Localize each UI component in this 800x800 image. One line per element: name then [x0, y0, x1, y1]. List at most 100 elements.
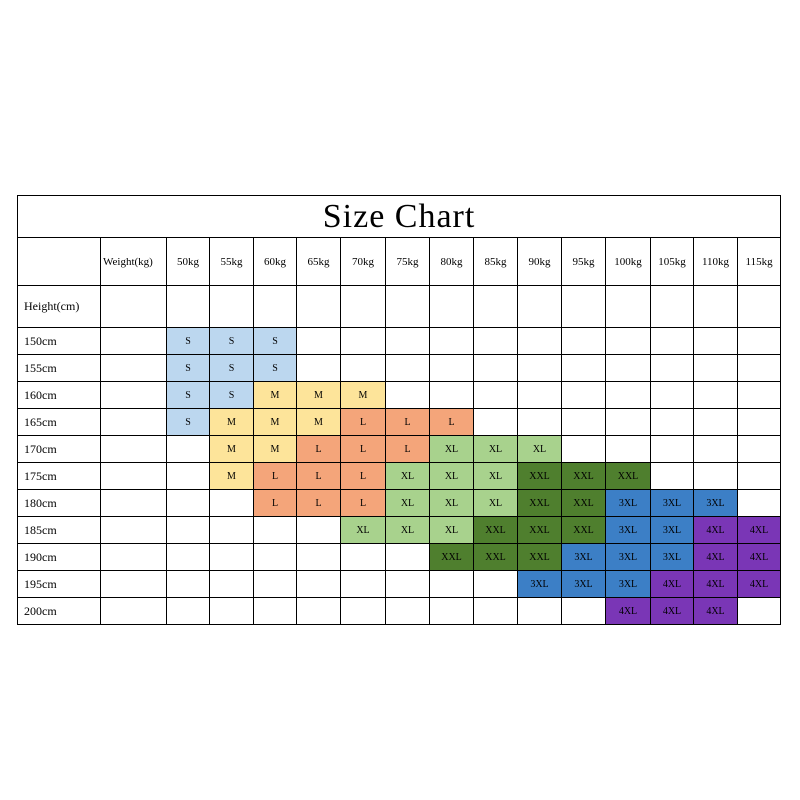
- empty-cell: [605, 381, 651, 409]
- empty-cell: [253, 516, 297, 544]
- empty-cell: [561, 327, 606, 355]
- size-cell: M: [253, 408, 297, 436]
- empty-cell: [296, 354, 341, 382]
- empty-cell: [100, 570, 167, 598]
- empty-cell: [605, 327, 651, 355]
- empty-cell: [100, 462, 167, 490]
- weight-label: 105kg: [650, 237, 694, 286]
- height-row: 185cm XL XL XL XXL XXL XXL 3XL 3XL 4XL 4XL: [17, 516, 782, 544]
- empty-cell: [561, 435, 606, 463]
- size-cell: 4XL: [650, 597, 694, 625]
- size-cell: 3XL: [561, 543, 606, 571]
- size-cell: XXL: [517, 462, 562, 490]
- size-cell: L: [429, 408, 474, 436]
- size-cell: M: [296, 381, 341, 409]
- size-cell: L: [340, 408, 386, 436]
- empty-cell: [473, 570, 518, 598]
- empty-cell: [429, 354, 474, 382]
- size-cell: S: [166, 354, 210, 382]
- size-cell: XXL: [561, 489, 606, 517]
- empty-cell: [605, 435, 651, 463]
- empty-cell: [473, 327, 518, 355]
- size-cell: XL: [473, 435, 518, 463]
- size-cell: XL: [473, 489, 518, 517]
- size-cell: 3XL: [561, 570, 606, 598]
- empty-cell: [736, 462, 782, 490]
- empty-cell: [340, 327, 386, 355]
- empty-cell: [209, 570, 254, 598]
- empty-cell: [429, 327, 474, 355]
- weight-label: 110kg: [693, 237, 738, 286]
- empty-cell: [736, 489, 782, 517]
- weight-label: 85kg: [473, 237, 518, 286]
- weight-label: 95kg: [561, 237, 606, 286]
- empty-cell: [736, 381, 782, 409]
- height-label: 170cm: [17, 435, 101, 463]
- size-cell: L: [385, 408, 430, 436]
- empty-cell: [340, 354, 386, 382]
- empty-cell: [650, 327, 694, 355]
- size-cell: XXL: [473, 516, 518, 544]
- empty-cell: [650, 354, 694, 382]
- weight-label: 55kg: [209, 237, 254, 286]
- size-cell: S: [166, 327, 210, 355]
- size-cell: L: [340, 489, 386, 517]
- size-cell: 4XL: [736, 516, 782, 544]
- size-cell: L: [296, 462, 341, 490]
- size-cell: XL: [429, 435, 474, 463]
- empty-cell: [340, 597, 386, 625]
- size-cell: XXL: [605, 462, 651, 490]
- empty-cell: [650, 435, 694, 463]
- weight-label: 70kg: [340, 237, 386, 286]
- weight-label: 90kg: [517, 237, 562, 286]
- size-cell: XL: [385, 489, 430, 517]
- empty-cell: [561, 354, 606, 382]
- empty-cell: [517, 408, 562, 436]
- height-label: 200cm: [17, 597, 101, 625]
- size-cell: XL: [385, 516, 430, 544]
- size-cell: 4XL: [693, 570, 738, 598]
- size-cell: XL: [385, 462, 430, 490]
- weight-label: 50kg: [166, 237, 210, 286]
- weight-header: Weight(kg): [100, 237, 167, 286]
- height-label: 185cm: [17, 516, 101, 544]
- height-row: 200cm 4XL 4XL 4XL: [17, 597, 782, 625]
- empty-cell: [209, 543, 254, 571]
- empty-cell: [517, 285, 562, 328]
- size-cell: 3XL: [605, 543, 651, 571]
- size-cell: 4XL: [693, 516, 738, 544]
- empty-cell: [385, 381, 430, 409]
- size-cell: 3XL: [605, 489, 651, 517]
- height-row: 175cm M L L L XL XL XL XXL XXL XXL: [17, 462, 782, 490]
- empty-cell: [693, 285, 738, 328]
- size-cell: 4XL: [736, 570, 782, 598]
- empty-cell: [429, 570, 474, 598]
- size-cell: 3XL: [693, 489, 738, 517]
- height-label: 195cm: [17, 570, 101, 598]
- size-cell: 3XL: [650, 489, 694, 517]
- size-cell: L: [253, 489, 297, 517]
- size-cell: XL: [517, 435, 562, 463]
- height-row: 150cm S S S: [17, 327, 782, 355]
- size-cell: L: [385, 435, 430, 463]
- size-cell: XL: [340, 516, 386, 544]
- empty-cell: [253, 597, 297, 625]
- empty-cell: [517, 327, 562, 355]
- size-cell: S: [166, 381, 210, 409]
- empty-cell: [561, 597, 606, 625]
- empty-cell: [100, 381, 167, 409]
- empty-cell: [561, 408, 606, 436]
- corner-cell: [17, 237, 101, 286]
- size-cell: L: [296, 435, 341, 463]
- empty-cell: [166, 570, 210, 598]
- empty-cell: [517, 597, 562, 625]
- empty-cell: [296, 516, 341, 544]
- size-cell: XXL: [473, 543, 518, 571]
- empty-cell: [166, 597, 210, 625]
- size-cell: 4XL: [605, 597, 651, 625]
- height-header: Height(cm): [17, 285, 101, 328]
- size-cell: L: [340, 462, 386, 490]
- size-chart-table: Size Chart Weight(kg) 50kg 55kg 60kg 65kg 70…: [16, 195, 782, 625]
- empty-cell: [650, 381, 694, 409]
- size-cell: S: [253, 354, 297, 382]
